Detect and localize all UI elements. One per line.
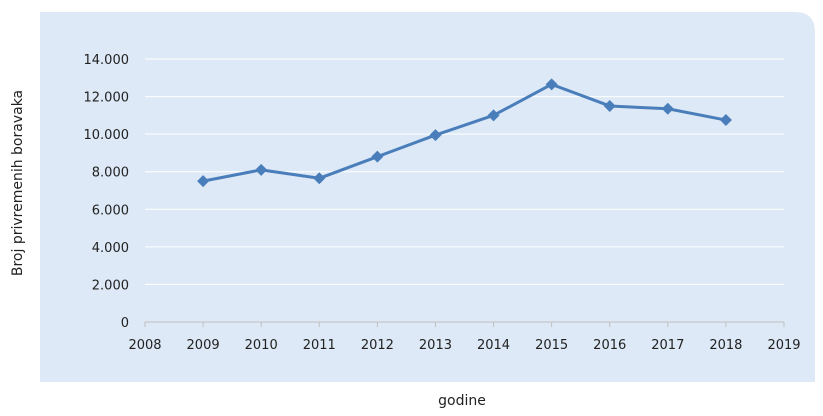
x-axis-label: godine [438,393,486,409]
series-group [197,78,732,188]
x-tick-label: 2014 [477,338,510,353]
x-tick-label: 2012 [361,338,394,353]
x-tick-label: 2017 [651,338,684,353]
y-tick-labels: 0 2.000 4.000 6.000 8.000 10.000 12.000 14.000 [84,53,130,331]
y-tick-label: 14.000 [84,53,130,68]
x-tick-label: 2011 [303,338,336,353]
y-tick-label: 8.000 [92,166,129,181]
data-point [545,78,558,91]
y-tick-label: 10.000 [84,128,130,143]
axes [144,321,785,327]
data-point [487,109,500,122]
x-tick-labels: 2008 2009 2010 2011 2012 2013 2014 2015 2016 2017… [128,338,800,353]
chart-background-panel [40,12,815,382]
x-tick-label: 2019 [767,338,800,353]
x-tick-label: 2018 [709,338,742,353]
y-tick-label: 2.000 [92,278,129,293]
data-point [313,172,326,185]
y-tick-label: 0 [121,316,129,331]
data-point [255,163,268,176]
x-tick-label: 2008 [128,338,161,353]
x-tick-label: 2013 [419,338,452,353]
data-point [661,102,674,115]
data-point [719,114,732,127]
x-tick-label: 2010 [245,338,278,353]
data-point [429,129,442,142]
y-axis-label: Broj privremenih boravaka [10,90,26,276]
y-tick-label: 6.000 [92,203,129,218]
series-line [202,82,727,183]
y-tick-label: 4.000 [92,241,129,256]
data-point [603,99,616,112]
x-tick-label: 2015 [535,338,568,353]
x-tick-label: 2016 [593,338,626,353]
x-tick-label: 2009 [187,338,220,353]
y-tick-label: 12.000 [84,91,130,106]
data-point [197,175,210,188]
data-point [371,150,384,163]
